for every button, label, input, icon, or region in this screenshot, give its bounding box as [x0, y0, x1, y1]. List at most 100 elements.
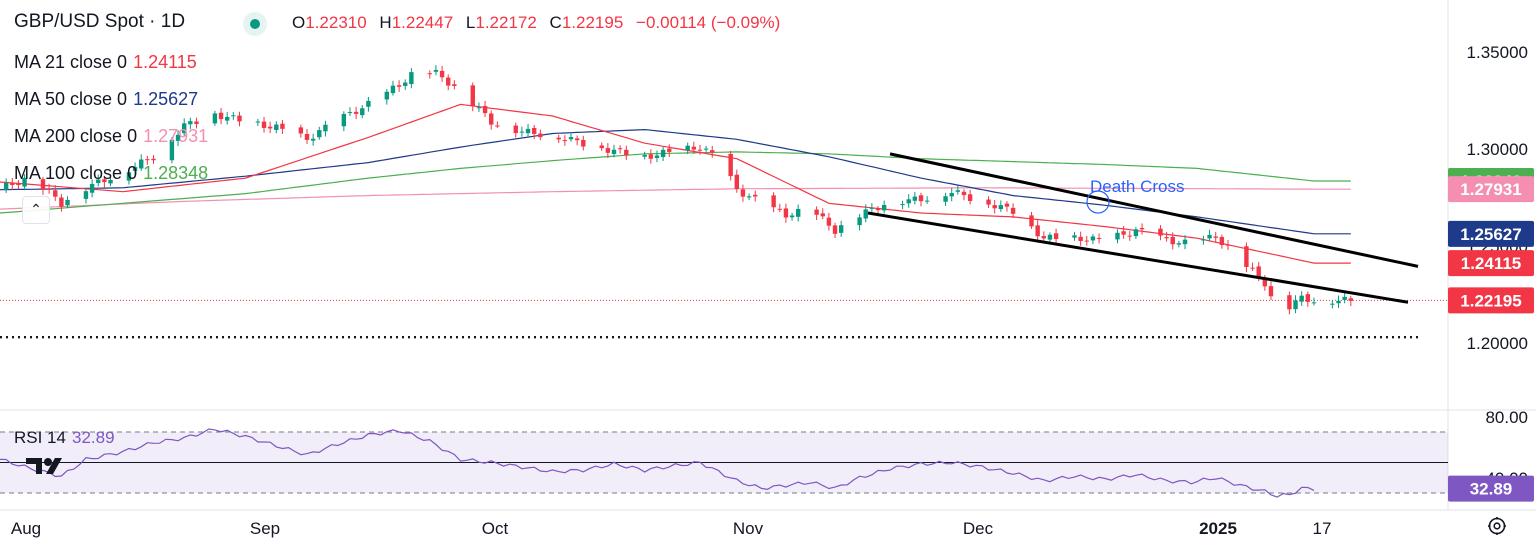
candle-body: [857, 217, 862, 226]
candle-body: [255, 121, 261, 123]
candle-body: [1182, 239, 1188, 245]
candle-body: [169, 139, 175, 161]
candle-body: [59, 197, 64, 207]
candle-body: [912, 196, 918, 201]
ohlc-readout: O1.22310 H1.22447 L1.22172 C1.22195 −0.0…: [292, 13, 780, 33]
candle-body: [482, 105, 488, 114]
candle-body: [1010, 207, 1016, 214]
candle-body: [710, 150, 715, 153]
candle-body: [96, 179, 101, 183]
candle-body: [1293, 300, 1298, 310]
moving-averages: [0, 103, 1351, 264]
candle-body: [531, 127, 537, 134]
candle-body: [1262, 277, 1268, 287]
candle-body: [1035, 225, 1040, 237]
y-tick-label: 1.30000: [1467, 140, 1528, 159]
candles: [3, 65, 1353, 315]
candle-body: [1127, 235, 1132, 237]
price-label-text: 1.22195: [1460, 291, 1521, 310]
candle-body: [814, 209, 819, 215]
candle-body: [1213, 236, 1218, 238]
ma200-line: [0, 187, 1351, 210]
open-label: O: [292, 13, 306, 32]
price-label-text: 1.27931: [1460, 180, 1521, 199]
candle-body: [194, 121, 199, 124]
rsi-price-label-box: [1448, 475, 1534, 502]
candle-body: [900, 204, 905, 206]
candle-body: [691, 146, 697, 150]
legend-ma200[interactable]: MA 200 close 0 1.27931: [14, 126, 208, 147]
legend-ma21[interactable]: MA 21 close 0 1.24115: [14, 52, 197, 73]
candle-body: [46, 188, 52, 190]
candle-body: [224, 116, 230, 121]
price-label-box: [1448, 250, 1534, 277]
legend-ma21-label: MA 21 close 0: [14, 52, 128, 72]
candle-body: [1348, 298, 1353, 301]
candle-body: [446, 77, 451, 86]
tradingview-logo-icon[interactable]: [22, 452, 70, 480]
high-value: 1.22447: [391, 13, 454, 32]
candle-body: [728, 153, 733, 177]
candle-body: [998, 205, 1004, 210]
candle-body: [188, 121, 193, 125]
candle-body: [231, 115, 236, 117]
candle-body: [433, 69, 439, 72]
candle-body: [403, 82, 408, 86]
candle-body: [145, 159, 150, 161]
candle-body: [703, 148, 709, 150]
candle-body: [740, 189, 746, 197]
rsi-line: [0, 428, 1315, 498]
close-value: 1.22195: [561, 13, 624, 32]
candle-body: [1299, 295, 1304, 302]
time-axis: Aug Sep Oct Nov Dec 2025 17: [11, 519, 1332, 538]
rsi-price-label-text: 32.89: [1470, 480, 1513, 499]
rsi-legend[interactable]: RSI 14 32.89: [14, 428, 115, 448]
y-tick-label: 1.20000: [1467, 334, 1528, 353]
candle-body: [495, 125, 500, 127]
candle-body: [881, 204, 887, 211]
candle-body: [906, 199, 911, 204]
candle-body: [280, 123, 285, 129]
candle-body: [556, 137, 561, 140]
candle-body: [826, 217, 832, 226]
legend-ma50[interactable]: MA 50 close 0 1.25627: [14, 89, 198, 110]
candle-body: [796, 208, 801, 217]
legend-ma100[interactable]: MA 100 close 0 1.28348: [14, 163, 208, 184]
candle-body: [538, 133, 543, 138]
candle-body: [390, 85, 396, 94]
candle-body: [212, 113, 218, 124]
candle-body: [667, 148, 672, 152]
candle-body: [298, 127, 304, 134]
collapse-legend-button[interactable]: ⌃: [22, 196, 50, 224]
candle-body: [360, 108, 365, 116]
chevron-up-icon: ⌃: [30, 201, 42, 217]
candle-body: [126, 172, 132, 181]
candle-body: [310, 138, 316, 141]
candle-body: [838, 225, 844, 233]
candle-body: [1047, 234, 1053, 240]
candle-body: [1287, 295, 1292, 310]
chart-settings-gear-icon[interactable]: [1486, 515, 1508, 537]
candle-body: [1041, 236, 1046, 239]
candle-body: [10, 183, 15, 186]
trend-lines: [867, 152, 1419, 304]
candle-body: [409, 72, 414, 85]
candle-body: [875, 208, 881, 211]
candle-body: [1164, 237, 1169, 239]
candle-body: [1256, 266, 1261, 277]
candle-body: [304, 133, 310, 140]
market-status-icon[interactable]: [243, 12, 267, 36]
candle-body: [89, 183, 95, 193]
candle-body: [1170, 236, 1175, 245]
open-value: 1.22310: [305, 13, 367, 32]
candle-body: [648, 154, 654, 159]
candle-body: [1244, 246, 1249, 267]
grid: [0, 0, 1536, 511]
candle-body: [1072, 235, 1077, 238]
candle-body: [660, 149, 666, 158]
candle-body: [139, 159, 144, 169]
price-label-box: [1448, 176, 1534, 203]
candle-body: [83, 191, 89, 199]
candle-body: [642, 154, 647, 157]
